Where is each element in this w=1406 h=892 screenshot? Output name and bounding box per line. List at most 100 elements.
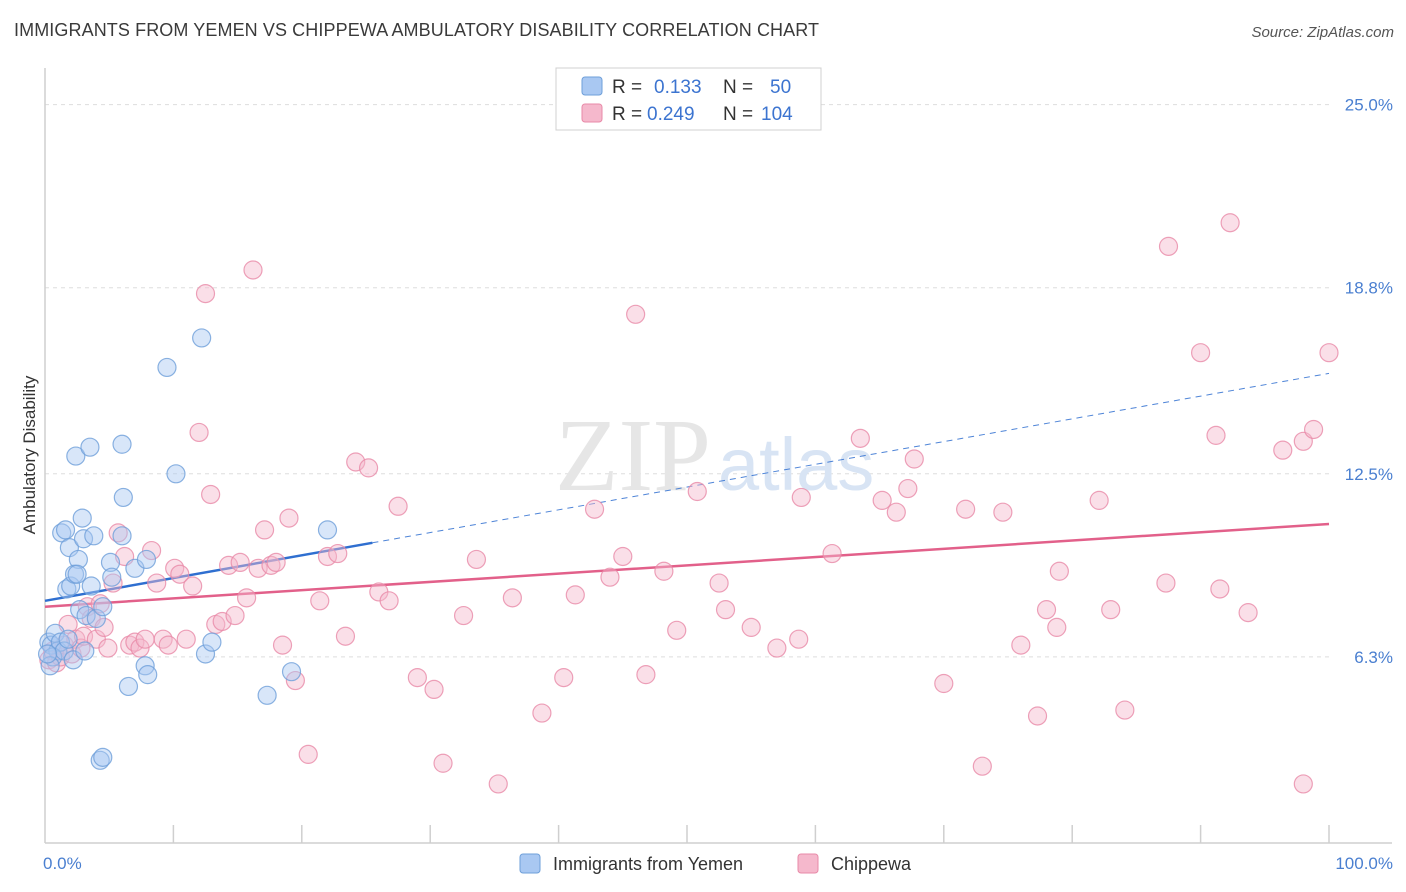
chippewa-point	[532, 703, 552, 723]
chippewa-point	[886, 502, 906, 522]
bottom-legend-label-chippewa: Chippewa	[831, 854, 912, 874]
yemen-point	[113, 487, 133, 508]
chippewa-point	[1156, 573, 1176, 593]
chippewa-point	[1190, 343, 1211, 363]
yemen-point	[66, 446, 86, 466]
yemen-point	[61, 576, 81, 596]
chippewa-point	[1238, 603, 1258, 623]
y-tick-label: 12.5%	[1345, 465, 1393, 484]
chippewa-point	[709, 573, 729, 593]
y-tick-label: 25.0%	[1345, 96, 1393, 115]
yemen-point	[166, 464, 186, 484]
chippewa-trend-line	[44, 522, 1330, 608]
yemen-point	[58, 629, 78, 649]
yemen-point	[75, 641, 95, 661]
chippewa-point	[358, 458, 379, 478]
chippewa-point	[141, 540, 162, 561]
chippewa-point	[554, 667, 574, 688]
chippewa-point	[1036, 600, 1057, 620]
chart-title: IMMIGRANTS FROM YEMEN VS CHIPPEWA AMBULA…	[14, 20, 820, 40]
chippewa-point	[183, 576, 203, 596]
chippewa-point	[176, 629, 196, 649]
yemen-point	[67, 564, 87, 584]
yemen-point	[80, 437, 100, 457]
chippewa-point	[407, 667, 427, 688]
chippewa-point	[488, 774, 508, 794]
chippewa-point	[424, 679, 444, 700]
chippewa-point	[791, 487, 811, 508]
chippewa-point	[502, 588, 522, 608]
watermark-atlas: atlas	[718, 423, 874, 506]
chippewa-point	[613, 546, 633, 567]
yemen-point	[317, 520, 338, 540]
chippewa-point	[1101, 600, 1121, 620]
yemen-point	[112, 434, 132, 454]
y-axis-title: Ambulatory Disability	[20, 375, 39, 534]
yemen-point	[136, 549, 157, 570]
chippewa-point	[103, 573, 123, 593]
chippewa-point	[279, 508, 299, 528]
chippewa-point	[147, 573, 167, 593]
chippewa-point	[1049, 561, 1069, 581]
yemen-point	[257, 685, 277, 705]
x-tick-label-max: 100.0%	[1335, 854, 1393, 873]
chippewa-point	[261, 555, 281, 575]
chippewa-point	[1047, 617, 1067, 637]
chippewa-point	[189, 422, 209, 443]
yemen-point	[192, 328, 212, 348]
yemen-point	[37, 644, 58, 664]
chippewa-point	[850, 428, 870, 448]
yemen-point	[112, 526, 132, 546]
chippewa-point	[898, 478, 918, 499]
yemen-point	[84, 526, 104, 546]
chippewa-point	[298, 744, 318, 764]
legend-n-value-1: 50	[770, 77, 791, 98]
trend-lines	[44, 372, 1330, 608]
chippewa-point	[565, 585, 585, 605]
yemen-point	[202, 632, 222, 652]
yemen-point	[118, 676, 139, 697]
chippewa-point	[1158, 236, 1179, 256]
axes	[44, 68, 1392, 844]
chippewa-point	[165, 558, 185, 578]
chippewa-point	[266, 552, 286, 573]
chippewa-point	[130, 638, 150, 658]
axis-labels: 6.3% 12.5% 18.8% 25.0% 0.0% 100.0% Ambulatory …	[20, 96, 1393, 873]
legend-n-value-2: 104	[761, 104, 793, 125]
chippewa-point	[1027, 706, 1048, 726]
watermark-zip: ZIP	[555, 398, 711, 513]
chippewa-point	[972, 756, 992, 776]
yemen-point	[40, 656, 60, 676]
chippewa-point	[767, 638, 787, 658]
chippewa-point	[153, 629, 173, 649]
chippewa-point	[1206, 425, 1226, 445]
chippewa-point	[741, 617, 761, 637]
yemen-point	[86, 608, 106, 629]
chippewa-point	[1303, 419, 1324, 440]
chippewa-point	[453, 605, 474, 626]
chippewa-point	[934, 673, 954, 694]
chippewa-point	[219, 555, 239, 575]
chippewa-point	[158, 635, 178, 655]
legend-r-label-1: R =	[612, 77, 642, 98]
chippewa-point	[1319, 343, 1339, 363]
chippewa-point	[1293, 774, 1313, 794]
chippewa-point	[243, 260, 263, 280]
chippewa-point	[956, 499, 976, 519]
chippewa-point	[236, 588, 257, 608]
yemen-point	[55, 520, 76, 540]
yemen-trend-line	[44, 541, 373, 603]
chippewa-point	[636, 665, 656, 685]
legend-r-label-2: R =	[612, 104, 642, 125]
y-tick-label: 6.3%	[1354, 648, 1393, 667]
chippewa-point	[1115, 700, 1135, 720]
chippewa-point	[98, 638, 118, 658]
chippewa-point	[1210, 579, 1230, 599]
chippewa-point	[687, 481, 707, 502]
yemen-point	[157, 357, 177, 378]
chippewa-point	[310, 591, 330, 611]
chippewa-point	[225, 605, 245, 626]
chippewa-point	[433, 753, 453, 773]
x-tick-label-min: 0.0%	[43, 854, 82, 873]
